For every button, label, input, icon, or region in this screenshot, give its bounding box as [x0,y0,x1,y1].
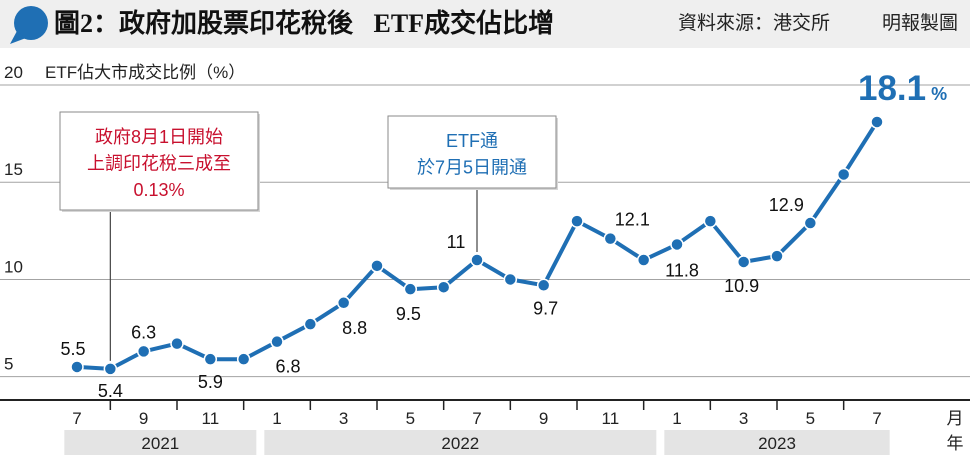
x-unit-year-label: 年 [947,434,964,453]
data-point [536,278,551,293]
data-point [170,336,184,351]
data-label: 5.5 [60,339,85,359]
annotation-text: 0.13% [133,180,184,200]
y-tick-label: 15 [4,160,23,179]
year-label: 2023 [758,434,796,453]
data-point [403,282,418,296]
x-tick-label: 3 [339,409,348,428]
chart-title: 圖2：政府加股票印花稅後 ETF成交佔比增 [54,9,555,38]
data-label: 6.8 [275,357,300,377]
data-point [336,296,351,310]
x-tick-label: 7 [472,409,481,428]
data-point [636,253,651,267]
annotation-text: 上調印花稅三成至 [87,154,231,174]
data-point [236,352,251,366]
y-tick-label: 20 [4,63,23,82]
annotation-box [387,115,557,189]
x-unit-month-label: 月 [947,409,964,428]
data-label: 10.9 [724,276,759,296]
x-tick-label: 11 [202,409,220,428]
data-point [436,280,451,294]
x-tick-label: 9 [539,409,548,428]
data-label: 12.1 [615,210,650,230]
data-point [203,352,218,366]
data-point [70,360,84,374]
data-point [103,362,118,376]
year-band [64,430,257,455]
year-label: 2021 [141,434,179,453]
data-label: 9.7 [533,298,558,318]
data-point [703,214,718,228]
x-tick-label: 11 [602,409,620,428]
chart-header: 圖2：政府加股票印花稅後 ETF成交佔比增 資料來源：港交所 明報製圖 [0,0,970,48]
highlight-label: 18.1% [858,69,947,108]
y-tick-label: 10 [4,257,23,276]
data-point [270,334,284,349]
data-label: 5.9 [198,372,223,392]
data-label: 8.8 [342,318,367,338]
data-point [803,216,818,230]
annotation-text: ETF通 [446,131,498,151]
data-point [136,344,151,359]
series-etf-share: 5.5 5.4 6.3 5.9 6.8 8.8 9.5 11 9.7 12.1 11.8 10.9 12… [60,69,947,401]
data-point [570,214,584,228]
year-band [664,430,890,455]
x-tick-label: 3 [739,409,748,428]
x-tick-label: 1 [672,409,681,428]
source-note: 資料來源：港交所 [677,13,830,34]
x-tick-label: 9 [139,409,148,428]
credit-note: 明報製圖 [881,13,958,34]
data-point [670,237,684,252]
data-label: 11 [447,232,466,252]
data-point [470,253,484,267]
highlight-value: 18.1 [858,69,926,108]
x-tick-label: 7 [72,409,81,428]
data-point [370,259,384,273]
year-label: 2022 [441,434,479,453]
data-point [870,115,884,129]
x-tick-label: 7 [872,409,881,428]
data-point [303,317,318,331]
y-axis-title: ETF佔大市成交比例（%） [45,63,245,82]
speech-bubble-icon [10,6,48,44]
data-point [736,255,751,269]
annotation-text: 於7月5日開通 [417,158,527,178]
highlight-unit: % [931,84,947,104]
data-point [836,167,851,182]
x-tick-label: 5 [406,409,415,428]
x-tick-label: 1 [272,409,281,428]
x-tick-label: 5 [806,409,815,428]
data-label: 12.9 [769,195,804,215]
data-label: 9.5 [396,304,421,324]
data-label: 5.4 [98,381,123,401]
y-tick-label: 5 [4,355,13,374]
data-point [770,249,784,263]
annotation-box [59,111,259,211]
data-point [503,272,518,287]
annotation-text: 政府8月1日開始 [95,127,223,147]
data-label: 11.8 [665,260,699,280]
data-label: 6.3 [131,322,156,342]
year-band [264,430,657,455]
data-point [603,231,618,246]
